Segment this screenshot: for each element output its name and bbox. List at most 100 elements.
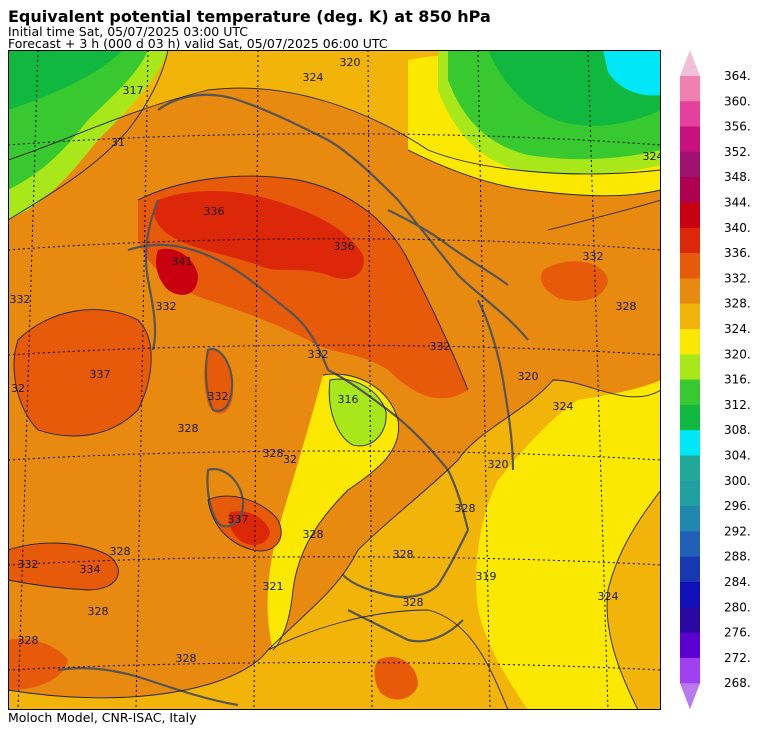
coastlines (57, 93, 529, 707)
contour-label: 328 (263, 447, 284, 460)
contour-label: 328 (18, 634, 39, 647)
colorbar: 364. 360. 356. 352. 348. 344. 340. 336. 332. 328.… (680, 50, 751, 710)
contour-label: 332 (308, 348, 329, 361)
contour-label: 328 (393, 548, 414, 561)
colorbar-bottom-arrow (680, 683, 700, 710)
colorbar-swatch (680, 303, 700, 330)
contour-label: 336 (334, 240, 355, 253)
colorbar-tick-label: 300. (724, 474, 751, 488)
contour-label: 328 (616, 300, 637, 313)
contour-label: 328 (176, 652, 197, 665)
colorbar-swatch (680, 126, 700, 153)
field-336-north (154, 190, 364, 279)
colorbar-tick-label: 328. (724, 297, 751, 311)
contour-label: 328 (110, 545, 131, 558)
contour-label: 321 (263, 580, 284, 593)
colorbar-tick-label: 268. (724, 676, 751, 690)
contour-label: 328 (178, 422, 199, 435)
colorbar-swatch (680, 253, 700, 279)
contour-label: 328 (88, 605, 109, 618)
contour-label: 328 (403, 596, 424, 609)
contour-label: 324 (643, 150, 662, 163)
colorbar-swatch (680, 101, 700, 128)
colorbar-tick-label: 288. (724, 550, 751, 564)
colorbar-tick-label: 320. (724, 347, 751, 361)
field-332-west (14, 309, 152, 436)
colorbar-tick-label: 316. (724, 373, 751, 387)
contour-label: 332 (430, 340, 451, 353)
colorbar-blocks (680, 50, 700, 710)
contour-label: 317 (123, 84, 144, 97)
colorbar-swatch (680, 227, 700, 254)
contour-label: 328 (303, 528, 324, 541)
contour-label: 337 (228, 513, 249, 526)
colorbar-swatch (680, 531, 700, 558)
field-341-north (156, 248, 198, 295)
map-frame (8, 50, 661, 710)
colorbar-swatch (680, 556, 700, 583)
field-332-sardinia (204, 349, 233, 414)
map-title: Equivalent potential temperature (deg. K… (8, 7, 491, 26)
colorbar-swatch (680, 404, 700, 431)
contour-label: 320 (340, 56, 361, 69)
colorbar-swatch (680, 177, 700, 203)
colorbar-tick-label: 296. (724, 499, 751, 513)
colorbar-tick-label: 360. (724, 94, 751, 108)
contour-lines (8, 50, 661, 710)
contour-label: 320 (488, 458, 509, 471)
contour-label: 31 (111, 136, 125, 149)
contour-label: 319 (476, 570, 497, 583)
colorbar-tick-label: 284. (724, 575, 751, 589)
contour-label: 324 (598, 590, 619, 603)
forecast-valid-label: Forecast + 3 h (000 d 03 h) valid Sat, 0… (8, 36, 388, 51)
colorbar-swatch (680, 506, 700, 532)
model-credit: Moloch Model, CNR-ISAC, Italy (8, 710, 197, 725)
theta-e-map: 324 320 317 31 336 341 336 332 324 332 328 332 337 32… (8, 50, 661, 710)
contour-label: 324 (553, 400, 574, 413)
contour-label: 332 (10, 293, 31, 306)
colorbar-swatch (680, 607, 700, 634)
colorbar-tick-label: 348. (724, 170, 751, 184)
colorbar-swatch (680, 430, 700, 456)
contour-label: 32 (283, 453, 297, 466)
contour-label: 332 (156, 300, 177, 313)
colorbar-swatch (680, 582, 700, 608)
colorbar-swatch (680, 657, 700, 684)
colorbar-swatch (680, 379, 700, 406)
colorbar-swatch (680, 354, 700, 381)
field-324-southeast (607, 490, 661, 710)
contour-label: 336 (204, 205, 225, 218)
colorbar-swatch (680, 76, 700, 102)
colorbar-swatch (680, 278, 700, 305)
graticule (8, 50, 661, 710)
colorbar-tick-label: 308. (724, 423, 751, 437)
colorbar-tick-label: 364. (724, 69, 751, 83)
colorbar-swatch (680, 632, 700, 659)
contour-label: 332 (208, 390, 229, 403)
colorbar-labels: 364. 360. 356. 352. 348. 344. 340. 336. 332. 328.… (724, 69, 751, 690)
colorbar-swatch (680, 202, 700, 229)
contour-label: 320 (518, 370, 539, 383)
colorbar-swatch (680, 329, 700, 355)
colorbar-tick-label: 356. (724, 120, 751, 134)
contour-label: 337 (90, 368, 111, 381)
field-332-southwest-coast (8, 638, 68, 690)
colorbar-tick-label: 280. (724, 600, 751, 614)
contour-label: 334 (80, 563, 101, 576)
contour-label: 32 (11, 382, 25, 395)
colorbar-tick-label: 292. (724, 524, 751, 538)
colorbar-swatch (680, 455, 700, 482)
field-304-northeast (603, 50, 661, 96)
field-328-east (548, 200, 661, 381)
contour-label: 316 (338, 393, 359, 406)
field-332-southwest (8, 543, 119, 590)
colorbar-tick-label: 344. (724, 196, 751, 210)
colorbar-tick-label: 312. (724, 398, 751, 412)
initial-time-label: Initial time Sat, 05/07/2025 03:00 UTC (8, 24, 249, 39)
colorbar-swatch (680, 480, 700, 507)
colorbar-tick-label: 332. (724, 271, 751, 285)
contour-label: 328 (455, 502, 476, 515)
contour-label: 324 (303, 71, 324, 84)
contour-label: 332 (18, 558, 39, 571)
field-316-spot (329, 379, 387, 446)
